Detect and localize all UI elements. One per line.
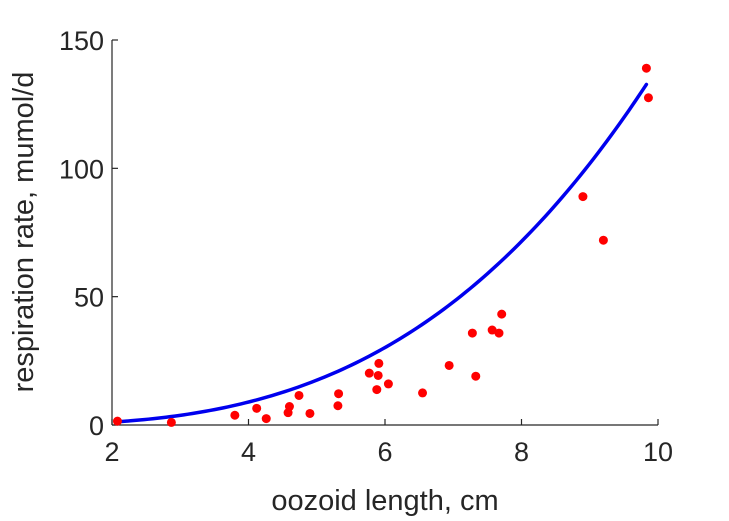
data-point (364, 368, 374, 378)
data-point (471, 371, 481, 381)
data-point (261, 414, 271, 424)
data-point (643, 93, 653, 103)
data-point (374, 358, 384, 368)
data-point (418, 388, 428, 398)
data-point (305, 408, 315, 418)
data-point (284, 402, 294, 412)
data-point (112, 416, 122, 426)
x-tick-label: 8 (514, 437, 529, 467)
data-point (294, 390, 304, 400)
x-tick-label: 4 (241, 437, 256, 467)
fit-curve-layer (115, 82, 649, 424)
data-point (641, 63, 651, 73)
data-point (230, 410, 240, 420)
data-point (598, 235, 608, 245)
data-point (444, 360, 454, 370)
data-point (494, 328, 504, 338)
y-tick-label: 50 (74, 283, 104, 313)
y-axis-label: respiration rate, mumol/d (8, 72, 40, 393)
data-points-layer (112, 63, 653, 427)
y-tick-label: 150 (59, 26, 104, 56)
data-point (578, 192, 588, 202)
data-point (333, 401, 343, 411)
fit-curve (115, 82, 649, 424)
data-point (252, 403, 262, 413)
data-point (467, 328, 477, 338)
axes (111, 39, 659, 426)
data-point (383, 379, 393, 389)
data-point (487, 325, 497, 335)
data-point (372, 385, 382, 395)
data-point (373, 370, 383, 380)
x-tick-label: 2 (104, 437, 119, 467)
data-point (166, 417, 176, 427)
data-point (334, 389, 344, 399)
x-axis-label: oozoid length, cm (271, 485, 498, 517)
y-tick-label: 0 (89, 411, 104, 441)
x-tick-label: 6 (377, 437, 392, 467)
y-tick-label: 100 (59, 154, 104, 184)
data-point (497, 309, 507, 319)
x-tick-label: 10 (643, 437, 673, 467)
